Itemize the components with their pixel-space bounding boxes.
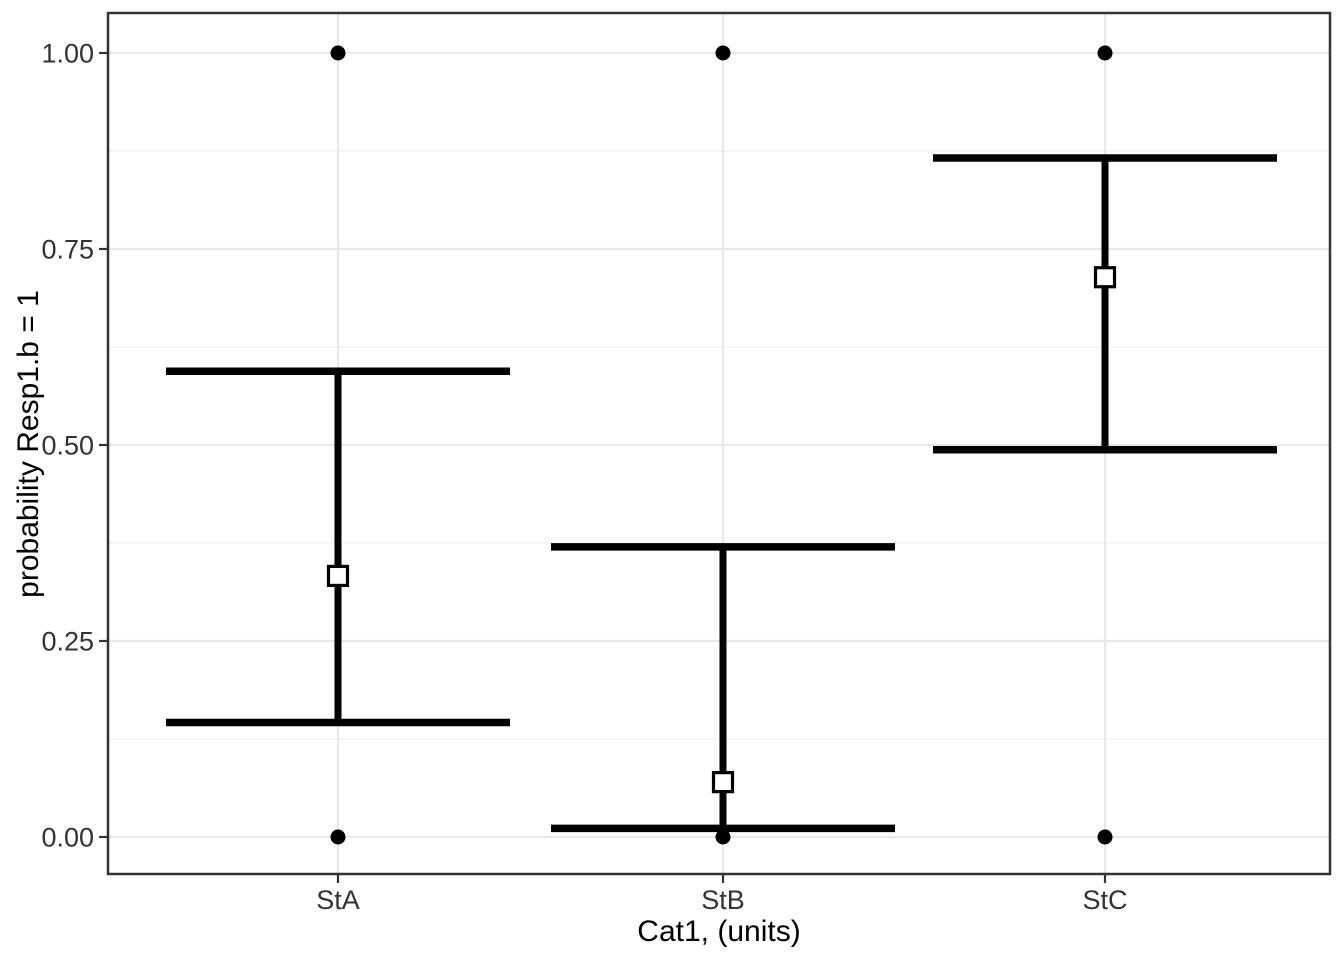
observed-point <box>330 45 346 61</box>
panel-background <box>108 13 1330 874</box>
y-tick-label: 1.00 <box>41 39 94 69</box>
x-tick-label: StB <box>701 885 745 915</box>
y-tick-label: 0.25 <box>41 627 94 657</box>
x-axis-title: Cat1, (units) <box>637 915 801 948</box>
mean-marker <box>326 564 350 588</box>
mean-marker <box>1093 266 1117 289</box>
panel-border <box>106 11 1332 876</box>
observed-point <box>715 829 731 845</box>
x-tick-label: StA <box>316 885 360 915</box>
y-tick-label: 0.00 <box>41 823 94 853</box>
observed-point <box>1097 829 1113 845</box>
x-tick-label: StC <box>1082 885 1127 915</box>
observed-point <box>1097 45 1113 61</box>
y-tick-label: 0.75 <box>41 235 94 265</box>
y-tick-label: 0.50 <box>41 431 94 461</box>
mean-marker <box>711 771 735 794</box>
y-axis-title: probability Resp1.b = 1 <box>12 290 45 598</box>
observed-point <box>330 829 346 845</box>
observed-point <box>715 45 731 61</box>
